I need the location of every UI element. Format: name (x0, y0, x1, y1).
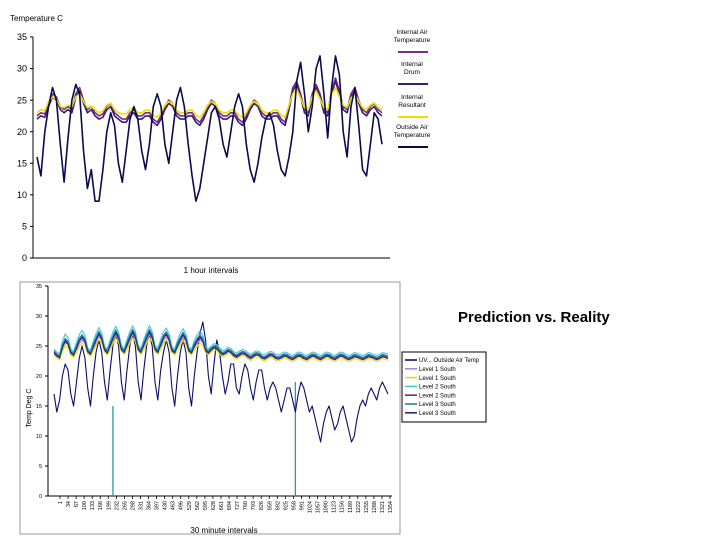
chart-bottom-y-tick-label: 25 (36, 344, 42, 350)
chart-top-legend-label: Internal Resultant (398, 94, 426, 109)
chart-bottom-series-0-line (53, 321, 389, 443)
chart-bottom-legend-label: Level 2 South (419, 393, 456, 399)
chart-bottom-x-tick-label: 1024 (308, 501, 314, 513)
chart-top-y-tick-label: 30 (17, 64, 27, 74)
chart-bottom-x-tick-label: 958 (291, 501, 297, 510)
chart-bottom-x-tick-label: 1255 (364, 501, 370, 513)
chart-bottom-x-tick-label: 793 (251, 501, 257, 510)
chart-bottom-x-tick-label: 34 (66, 501, 72, 507)
chart-bottom-legend-label: Level 1 South (419, 376, 456, 382)
chart-top-series-1-line (36, 80, 383, 127)
chart-bottom-legend-label: Level 3 South (419, 402, 456, 408)
chart-bottom-x-tick-label: 1189 (348, 501, 354, 513)
chart-bottom-x-tick-label: 331 (138, 501, 144, 510)
chart-bottom-x-tick-label: 133 (90, 501, 96, 510)
chart-bottom-x-tick-label: 397 (155, 501, 161, 510)
chart-bottom-x-tick-label: 562 (195, 501, 201, 510)
chart-bottom-x-tick-label: 1321 (380, 501, 386, 513)
chart-top-legend-label: Internal Air Temperature (394, 29, 431, 44)
chart-bottom-x-tick-label: 1156 (340, 501, 346, 513)
chart-bottom-xlabel: 30 minute intervals (190, 526, 257, 535)
chart-top-y-tick-label: 35 (17, 32, 27, 42)
chart-bottom-x-tick-label: 760 (243, 501, 249, 510)
chart-top-legend-label-line: Temperature (394, 37, 431, 44)
chart-bottom-border (19, 281, 401, 535)
chart-bottom-x-tick-label: 463 (171, 501, 177, 510)
chart-bottom-legend-label: UV... Outside Air Temp (419, 358, 480, 364)
chart-top-ylabel: Temperature C (10, 14, 63, 23)
chart-bottom-x-tick-label: 1057 (316, 501, 322, 513)
chart-bottom-x-tick-label: 364 (147, 501, 153, 510)
chart-bottom-x-tick-label: 892 (275, 501, 281, 510)
chart-bottom-y-tick-label: 5 (39, 464, 42, 470)
chart-bottom-x-tick-label: 595 (203, 501, 209, 510)
chart-top-legend-label-line: Temperature (394, 132, 431, 139)
chart-bottom-x-tick-label: 1 (58, 501, 64, 504)
chart-bottom-x-tick-label: 232 (114, 501, 120, 510)
chart-top-y-tick-label: 5 (22, 222, 27, 232)
chart-bottom-y-tick-label: 15 (36, 404, 42, 410)
chart-top-legend-label: Internal Drum (401, 61, 423, 76)
slide-caption: Prediction vs. Reality (458, 309, 610, 326)
chart-top-y-tick-label: 10 (17, 190, 27, 200)
chart-bottom-x-tick-label: 430 (163, 501, 169, 510)
chart-bottom-series-5-line (53, 328, 389, 358)
chart-bottom-x-tick-label: 1354 (388, 501, 394, 513)
chart-top-legend-label-line: Drum (404, 69, 420, 76)
chart-bottom-x-tick-label: 826 (259, 501, 265, 510)
chart-bottom-x-tick-label: 265 (122, 501, 128, 510)
chart-bottom-series-6-line (53, 331, 389, 361)
chart-bottom-x-tick-label: 67 (74, 501, 80, 507)
chart-top-legend-label: Outside Air Temperature (394, 124, 431, 139)
chart-bottom-y-tick-label: 20 (36, 374, 42, 380)
chart-top-legend-label-line: Resultant (398, 102, 426, 109)
chart-bottom-ylabel: Temp Deg C (26, 389, 33, 428)
chart-top-xlabel: 1 hour intervals (184, 266, 239, 275)
chart-bottom-x-tick-label: 166 (98, 501, 104, 510)
chart-bottom-y-tick-label: 35 (36, 284, 42, 290)
chart-bottom-x-tick-label: 694 (227, 501, 233, 510)
chart-top-legend-label-line: Internal (401, 61, 423, 68)
chart-top-y-tick-label: 15 (17, 158, 27, 168)
chart-bottom-x-tick-label: 859 (267, 501, 273, 510)
chart-top-legend-label-line: Internal Air (396, 29, 428, 36)
chart-bottom-x-tick-label: 496 (179, 501, 185, 510)
chart-bottom-series-3-line (53, 325, 389, 357)
chart-bottom-x-tick-label: 529 (187, 501, 193, 510)
chart-top-legend-label-line: Outside Air (396, 124, 429, 131)
chart-bottom-x-tick-label: 925 (283, 501, 289, 510)
chart-bottom-y-tick-label: 30 (36, 314, 42, 320)
chart-bottom-legend-label: Level 1 South (419, 367, 456, 373)
chart-bottom-x-tick-label: 661 (219, 501, 225, 510)
chart-bottom-x-tick-label: 1222 (356, 501, 362, 513)
chart-bottom-x-tick-label: 199 (106, 501, 112, 510)
chart-bottom-x-tick-label: 727 (235, 501, 241, 510)
chart-top-legend-label-line: Internal (401, 94, 423, 101)
chart-bottom-series-2-line (53, 337, 389, 363)
chart-top-y-tick-label: 0 (22, 253, 27, 263)
chart-top-series-3-line (36, 55, 383, 202)
chart-bottom-y-tick-label: 10 (36, 434, 42, 440)
chart-bottom-x-tick-label: 1288 (372, 501, 378, 513)
chart-bottom-x-tick-label: 991 (299, 501, 305, 510)
chart-bottom-x-tick-label: 1123 (332, 501, 338, 513)
chart-bottom-x-tick-label: 298 (130, 501, 136, 510)
chart-bottom-y-tick-label: 0 (39, 494, 42, 500)
chart-bottom-legend-label: Level 2 South (419, 385, 456, 391)
chart-bottom-x-tick-label: 628 (211, 501, 217, 510)
chart-bottom-x-tick-label: 1090 (324, 501, 330, 513)
chart-top-y-tick-label: 25 (17, 95, 27, 105)
chart-top: Temperature C 0 5 10 15 20 25 30 35 1 hour inte… (10, 14, 431, 275)
chart-bottom-legend-label: Level 3 South (419, 411, 456, 417)
chart-top-y-tick-label: 20 (17, 127, 27, 137)
chart-bottom-x-tick-label: 100 (82, 501, 88, 510)
